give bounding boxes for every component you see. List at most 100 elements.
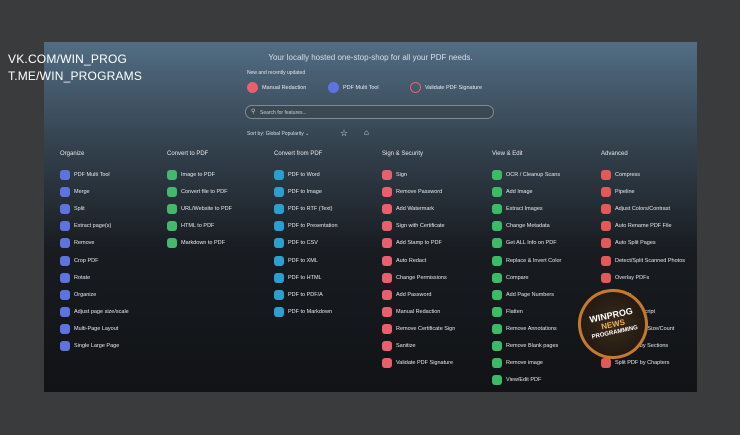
tool-item[interactable]: PDF to XML: [274, 255, 318, 266]
tool-icon: [492, 358, 502, 369]
recent-tool[interactable]: PDF Multi Tool: [328, 82, 379, 93]
tool-item[interactable]: Pipeline: [601, 187, 635, 198]
tool-item[interactable]: Split PDF by Chapters: [601, 358, 669, 369]
tool-label: Extract Images: [506, 206, 543, 213]
tool-label: Crop PDF: [74, 257, 99, 264]
column-title: Sign & Security: [382, 151, 424, 157]
tool-item[interactable]: Extract page(s): [60, 221, 112, 232]
tool-item[interactable]: PDF Multi Tool: [60, 170, 110, 180]
tool-item[interactable]: Split: [60, 204, 85, 215]
tool-item[interactable]: View/Edit PDF: [492, 375, 541, 386]
tool-icon: [60, 289, 70, 300]
tool-item[interactable]: PDF to PDF/A: [274, 289, 323, 300]
tool-item[interactable]: Single Large Page: [60, 341, 119, 351]
tool-label: Add Stamp to PDF: [396, 240, 442, 247]
tool-item[interactable]: PDF to Word: [274, 170, 320, 180]
tool-item[interactable]: Remove Blank pages: [492, 341, 558, 351]
tool-item[interactable]: Remove Password: [382, 187, 442, 198]
home-icon[interactable]: ⌂: [364, 128, 369, 137]
search-box[interactable]: Search for features...: [245, 105, 494, 119]
tool-label: Validate PDF Signature: [425, 84, 483, 91]
tool-label: Adjust page size/scale: [74, 308, 129, 315]
tool-item[interactable]: Add Page Numbers: [492, 289, 554, 300]
tool-item[interactable]: PDF to CSV: [274, 238, 318, 249]
tool-item[interactable]: Compress: [601, 170, 640, 180]
tool-item[interactable]: Crop PDF: [60, 255, 99, 266]
tool-icon: [601, 221, 611, 232]
tool-item[interactable]: Change Permissions: [382, 272, 447, 283]
tool-item[interactable]: Add Password: [382, 289, 431, 300]
tool-item[interactable]: URL/Website to PDF: [167, 204, 232, 215]
tool-icon: [492, 341, 502, 351]
tool-item[interactable]: Auto Redact: [382, 255, 427, 266]
tool-label: Remove: [74, 240, 95, 247]
tool-item[interactable]: OCR / Cleanup Scans: [492, 170, 560, 180]
tool-label: Auto Redact: [396, 257, 427, 264]
tool-item[interactable]: Sign: [382, 170, 407, 180]
tool-item[interactable]: Flatten: [492, 306, 523, 317]
tool-item[interactable]: Add Watermark: [382, 204, 434, 215]
tool-item[interactable]: PDF to Image: [274, 187, 322, 198]
tool-item[interactable]: Adjust Colors/Contrast: [601, 204, 670, 215]
tool-item[interactable]: Auto Split Pages: [601, 238, 656, 249]
tool-item[interactable]: HTML to PDF: [167, 221, 214, 232]
tool-item[interactable]: Compare: [492, 272, 529, 283]
tool-item[interactable]: Markdown to PDF: [167, 238, 225, 249]
tool-item[interactable]: Detect/Split Scanned Photos: [601, 255, 686, 266]
tool-item[interactable]: Change Metadata: [492, 221, 550, 232]
tool-icon: [410, 82, 421, 93]
tool-label: Extract page(s): [74, 223, 112, 230]
tool-icon: [60, 170, 70, 180]
tool-label: Change Permissions: [396, 274, 447, 281]
tool-item[interactable]: Remove Certificate Sign: [382, 323, 455, 334]
tool-item[interactable]: PDF to Presentation: [274, 221, 338, 232]
favorites-icon[interactable]: ☆: [340, 128, 349, 138]
tool-item[interactable]: Image to PDF: [167, 170, 215, 180]
tool-item[interactable]: Convert file to PDF: [167, 187, 227, 198]
tool-label: Get ALL Info on PDF: [506, 240, 557, 247]
tool-label: Detect/Split Scanned Photos: [615, 257, 686, 264]
tool-item[interactable]: Add Image: [492, 187, 533, 198]
tool-icon: [601, 187, 611, 198]
tool-item[interactable]: PDF to RTF (Text): [274, 204, 333, 215]
tool-item[interactable]: Auto Rename PDF File: [601, 221, 672, 232]
tool-item[interactable]: Sanitize: [382, 341, 416, 351]
tool-icon: [601, 170, 611, 180]
tool-item[interactable]: Get ALL Info on PDF: [492, 238, 557, 249]
tool-item[interactable]: Merge: [60, 187, 90, 198]
tool-label: Remove Annotations: [506, 325, 557, 332]
tool-icon: [60, 221, 70, 232]
tool-icon: [60, 341, 70, 351]
tool-item[interactable]: Remove: [60, 238, 95, 249]
tool-icon: [492, 204, 502, 215]
tool-icon: [167, 221, 177, 232]
tool-item[interactable]: Adjust page size/scale: [60, 306, 129, 317]
tool-item[interactable]: PDF to Markdown: [274, 306, 332, 317]
tool-icon: [601, 255, 611, 266]
tool-label: Add Page Numbers: [506, 291, 554, 298]
tool-item[interactable]: Remove Annotations: [492, 323, 557, 334]
recent-tool[interactable]: Validate PDF Signature: [410, 82, 482, 93]
tool-item[interactable]: Overlay PDFs: [601, 272, 649, 283]
tool-item[interactable]: Add Stamp to PDF: [382, 238, 442, 249]
tool-item[interactable]: Manual Redaction: [382, 306, 440, 317]
tool-item[interactable]: Organize: [60, 289, 96, 300]
tool-item[interactable]: Remove image: [492, 358, 543, 369]
tool-item[interactable]: Replace & Invert Color: [492, 255, 561, 266]
sort-select[interactable]: Sort by: Global Popularity ⌄: [247, 131, 310, 137]
tool-icon: [274, 306, 284, 317]
column-title: Convert to PDF: [167, 151, 209, 157]
tool-label: Sanitize: [396, 343, 416, 349]
search-icon: ⚲: [251, 109, 256, 115]
tool-item[interactable]: Validate PDF Signature: [382, 358, 453, 369]
tool-item[interactable]: Extract Images: [492, 204, 543, 215]
tool-icon: [167, 187, 177, 198]
tool-icon: [60, 306, 70, 317]
tool-item[interactable]: PDF to HTML: [274, 272, 322, 283]
tool-item[interactable]: Sign with Certificate: [382, 221, 445, 232]
recent-tool[interactable]: Manual Redaction: [247, 82, 306, 93]
tool-item[interactable]: Multi-Page Layout: [60, 323, 118, 334]
tool-label: Remove Blank pages: [506, 343, 559, 349]
tool-item[interactable]: Rotate: [60, 272, 90, 283]
tool-label: Image to PDF: [181, 172, 215, 178]
